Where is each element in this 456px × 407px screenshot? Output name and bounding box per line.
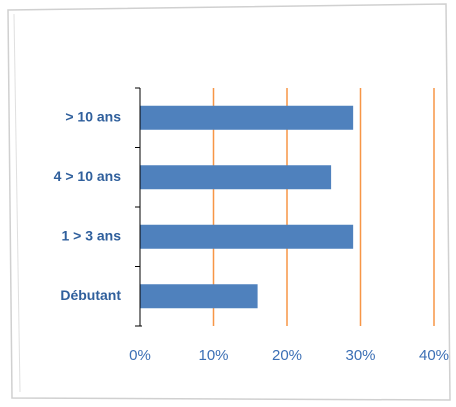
plot-area: 0% 10% 20% 30% 40% > 10 ans 4 > 10 ans 1 > 3 an… bbox=[54, 87, 449, 364]
x-tick-label: 0% bbox=[129, 347, 151, 364]
frame bbox=[7, 3, 451, 401]
y-tick-label: > 10 ans bbox=[65, 108, 121, 124]
bar bbox=[140, 284, 258, 309]
y-tick-label: 1 > 3 ans bbox=[61, 227, 121, 243]
bar bbox=[140, 105, 354, 130]
y-tick-label: 4 > 10 ans bbox=[54, 168, 122, 184]
x-tick-label: 30% bbox=[345, 347, 375, 364]
bar bbox=[140, 224, 354, 249]
x-tick-label: 20% bbox=[272, 347, 302, 364]
y-tick-label: Débutant bbox=[60, 287, 121, 303]
x-tick-label: 40% bbox=[419, 347, 449, 364]
bar bbox=[140, 165, 332, 190]
x-tick-label: 10% bbox=[198, 347, 228, 364]
frame-edge bbox=[13, 13, 21, 393]
